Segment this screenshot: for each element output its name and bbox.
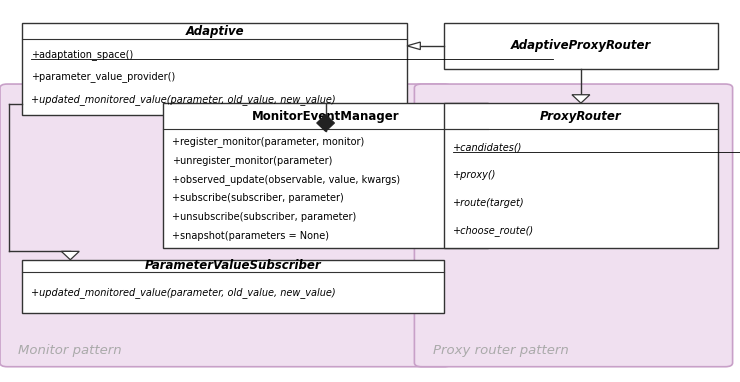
Text: +choose_route(): +choose_route() — [453, 225, 534, 236]
Polygon shape — [61, 251, 79, 260]
Text: +proxy(): +proxy() — [453, 170, 497, 180]
FancyBboxPatch shape — [22, 260, 444, 313]
FancyBboxPatch shape — [163, 103, 488, 248]
Text: +snapshot(parameters = None): +snapshot(parameters = None) — [172, 231, 329, 241]
FancyBboxPatch shape — [0, 84, 451, 367]
Text: +updated_monitored_value(parameter, old_value, new_value): +updated_monitored_value(parameter, old_… — [31, 287, 336, 298]
Text: +observed_update(observable, value, kwargs): +observed_update(observable, value, kwar… — [172, 174, 400, 185]
FancyBboxPatch shape — [444, 23, 718, 69]
Text: Adaptive: Adaptive — [185, 25, 244, 38]
Text: AdaptiveProxyRouter: AdaptiveProxyRouter — [511, 39, 651, 52]
FancyBboxPatch shape — [414, 84, 733, 367]
FancyBboxPatch shape — [22, 23, 407, 115]
Polygon shape — [407, 42, 420, 50]
Text: +register_monitor(parameter, monitor): +register_monitor(parameter, monitor) — [172, 136, 364, 147]
Text: +unsubscribe(subscriber, parameter): +unsubscribe(subscriber, parameter) — [172, 212, 356, 222]
Text: Proxy router pattern: Proxy router pattern — [433, 344, 568, 357]
Text: +unregister_monitor(parameter): +unregister_monitor(parameter) — [172, 155, 332, 166]
Polygon shape — [572, 95, 590, 103]
Text: +route(target): +route(target) — [453, 197, 525, 208]
Text: +updated_monitored_value(parameter, old_value, new_value): +updated_monitored_value(parameter, old_… — [31, 94, 336, 105]
Text: MonitorEventManager: MonitorEventManager — [252, 110, 400, 123]
Polygon shape — [317, 115, 334, 131]
Text: +subscribe(subscriber, parameter): +subscribe(subscriber, parameter) — [172, 193, 343, 203]
Text: Monitor pattern: Monitor pattern — [18, 344, 122, 357]
Text: ParameterValueSubscriber: ParameterValueSubscriber — [145, 259, 321, 272]
FancyBboxPatch shape — [444, 103, 718, 248]
Text: +candidates(): +candidates() — [453, 142, 522, 152]
Text: +adaptation_space(): +adaptation_space() — [31, 49, 133, 60]
Text: +parameter_value_provider(): +parameter_value_provider() — [31, 71, 175, 83]
Text: ProxyRouter: ProxyRouter — [540, 110, 622, 123]
